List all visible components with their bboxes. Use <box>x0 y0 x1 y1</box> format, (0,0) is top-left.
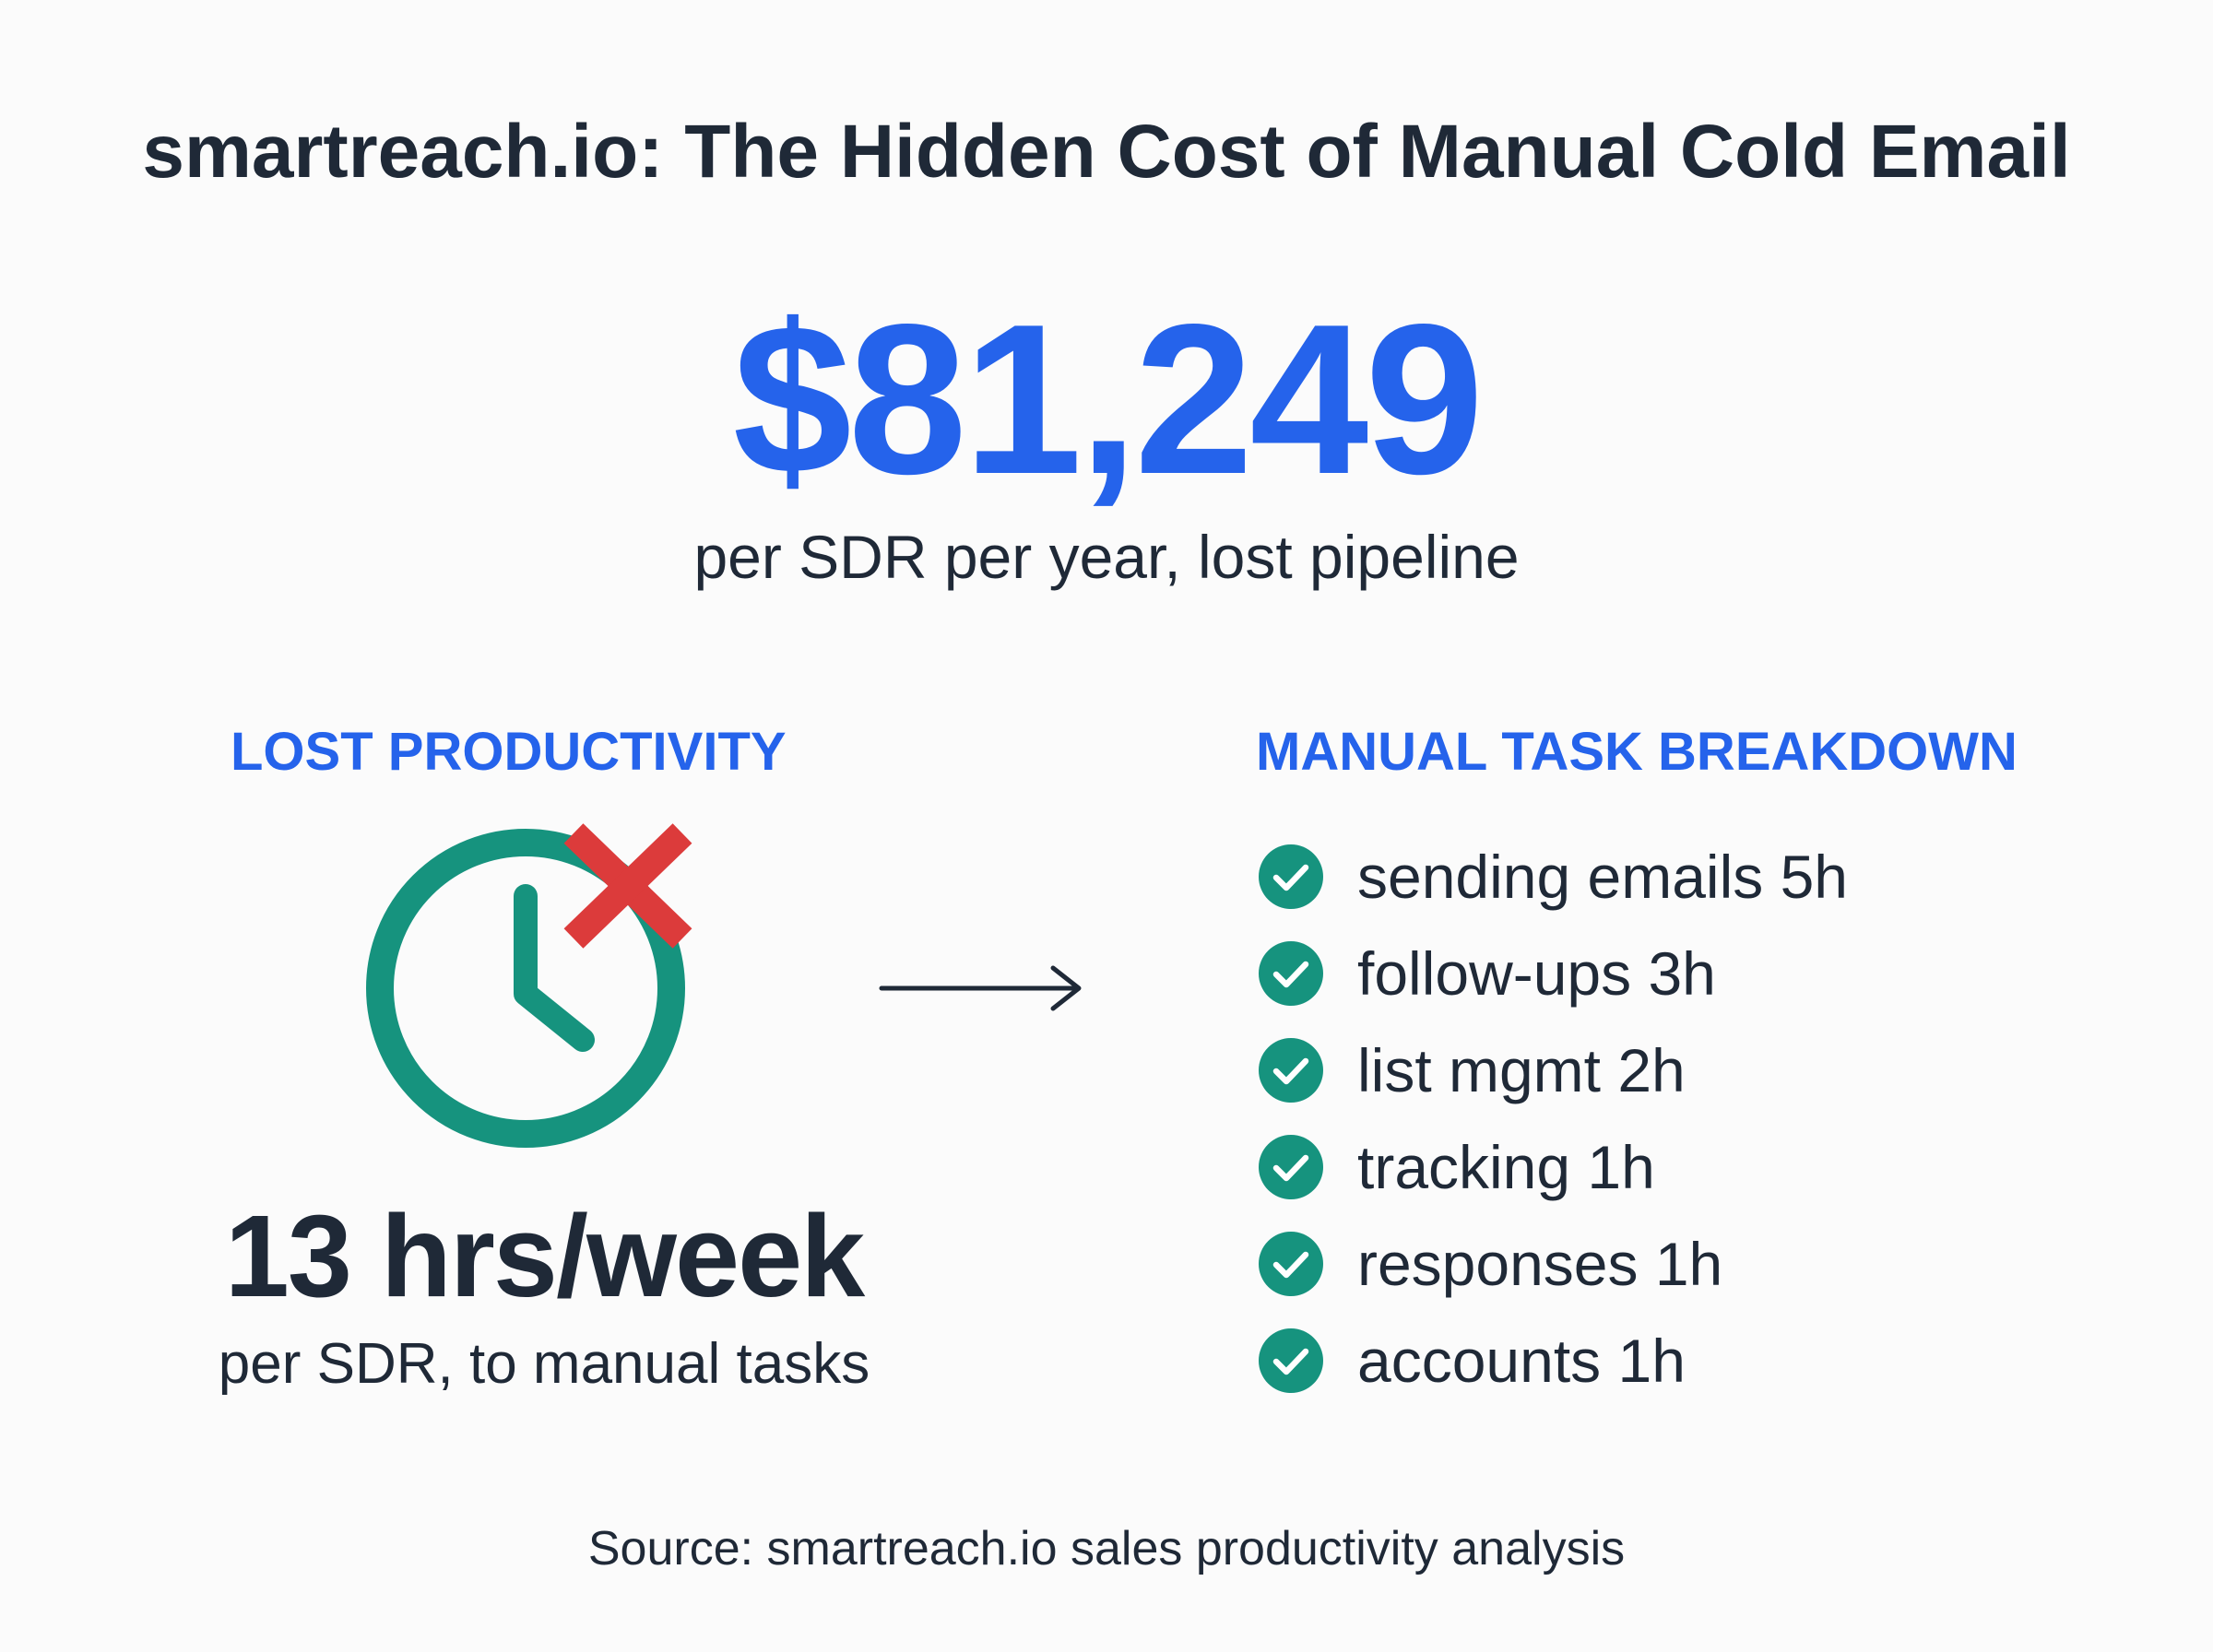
lost-productivity-heading: LOST PRODUCTIVITY <box>231 722 787 782</box>
check-circle-icon <box>1259 1037 1323 1103</box>
hours-per-week-stat: 13 hrs/week <box>224 1191 865 1321</box>
clock-hands <box>514 884 595 1052</box>
headline-stat-value: $81,249 <box>732 280 1485 519</box>
clock-face <box>366 829 685 1148</box>
headline-stat-caption: per SDR per year, lost pipeline <box>693 523 1520 591</box>
list-item: sending emails 5h <box>1258 828 2088 925</box>
page-title: smartreach.io: The Hidden Cost of Manual… <box>142 110 2071 194</box>
task-label: follow-ups 3h <box>1357 938 1716 1008</box>
task-label: list mgmt 2h <box>1357 1035 1686 1104</box>
source-note: Source: smartreach.io sales productivity… <box>587 1522 1626 1575</box>
task-breakdown-heading: MANUAL TASK BREAKDOWN <box>1256 722 2018 782</box>
check-circle-icon <box>1259 1134 1323 1199</box>
x-mark <box>563 823 692 949</box>
task-breakdown-list: sending emails 5h follow-ups 3h list mgm… <box>1258 828 2088 1409</box>
list-item: accounts 1h <box>1258 1312 2088 1409</box>
check-circle-icon <box>1259 1231 1323 1296</box>
list-item: responses 1h <box>1258 1215 2088 1312</box>
arrow-right-icon <box>879 965 1082 1011</box>
hours-per-week-caption: per SDR, to manual tasks <box>218 1332 870 1396</box>
list-item: tracking 1h <box>1258 1118 2088 1215</box>
task-label: accounts 1h <box>1357 1326 1686 1395</box>
check-circle-icon <box>1259 1328 1323 1393</box>
check-circle-icon <box>1259 940 1323 1006</box>
task-label: responses 1h <box>1357 1229 1723 1298</box>
check-circle-icon <box>1259 844 1323 909</box>
clock-with-x-icon <box>366 823 692 1148</box>
list-item: follow-ups 3h <box>1258 925 2088 1021</box>
list-item: list mgmt 2h <box>1258 1021 2088 1118</box>
task-label: sending emails 5h <box>1357 842 1848 911</box>
task-label: tracking 1h <box>1357 1132 1655 1201</box>
